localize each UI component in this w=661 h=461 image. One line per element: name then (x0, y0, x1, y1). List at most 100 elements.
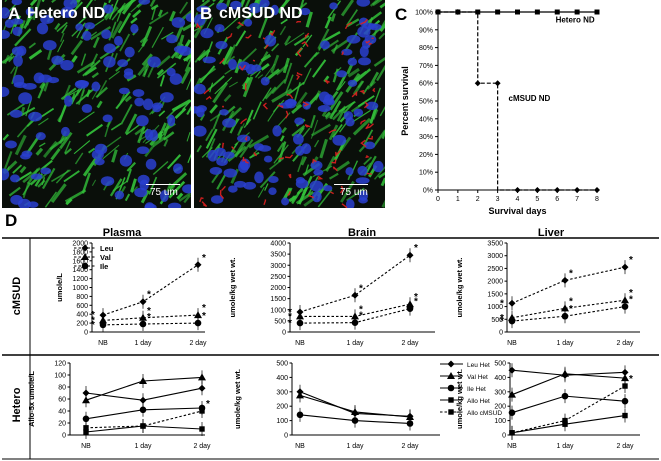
red-process (360, 119, 366, 125)
red-process (366, 123, 374, 129)
panel-b-letter: B (200, 4, 213, 23)
green-fiber (90, 26, 112, 41)
y-tick-label: 0 (502, 433, 506, 440)
y-tick-label: 1800 (72, 249, 88, 256)
green-fiber (56, 21, 68, 33)
red-process (264, 44, 269, 50)
green-fiber (216, 174, 226, 190)
square-marker (448, 409, 454, 415)
y-tick-label: 0 (284, 433, 288, 440)
green-fiber (264, 183, 269, 191)
nucleus (40, 167, 52, 175)
green-fiber (158, 110, 166, 117)
nucleus (345, 117, 355, 127)
green-fiber (157, 122, 167, 139)
series-label-hetero: Hetero ND (556, 16, 595, 25)
green-fiber (293, 82, 301, 104)
nucleus (243, 181, 257, 190)
nucleus (341, 48, 353, 56)
green-fiber (352, 117, 372, 136)
red-process (245, 34, 252, 39)
hetero-point (554, 9, 560, 15)
nucleus (243, 18, 253, 27)
green-fiber (161, 31, 174, 40)
green-fiber (59, 131, 73, 150)
green-fiber (223, 94, 232, 102)
green-fiber (380, 177, 385, 187)
green-fiber (174, 107, 187, 120)
nucleus (102, 114, 113, 123)
significance-star: * (569, 268, 573, 279)
nucleus (61, 126, 70, 137)
y-tick-label: 400 (494, 375, 506, 382)
green-fiber (35, 147, 44, 156)
cmsud-point (534, 187, 541, 193)
legend-label: Leu Het (467, 362, 490, 369)
red-process (253, 152, 258, 157)
nucleus (103, 43, 116, 54)
nucleus (38, 74, 53, 83)
nucleus (264, 34, 277, 47)
nucleus (177, 45, 191, 56)
green-fiber (183, 54, 191, 62)
green-fiber (303, 51, 319, 68)
x-tick-label: 1 day (346, 340, 364, 347)
y-tick-label: 2000 (72, 241, 88, 248)
significance-star: * (359, 283, 363, 294)
fiber-layer (194, 0, 385, 208)
nucleus (310, 160, 323, 170)
green-fiber (81, 89, 85, 97)
green-fiber (151, 26, 164, 48)
chart-d-cmsud-liver: 0 500 1000 1500 2000 2500 3000 3500 NB 1 day 2 day… (455, 241, 640, 347)
red-process (263, 199, 267, 206)
green-fiber (186, 105, 191, 116)
green-fiber (120, 104, 133, 125)
nucleus (357, 25, 371, 38)
significance-star: * (202, 253, 206, 264)
nucleus (36, 22, 49, 35)
green-fiber (44, 191, 58, 208)
nucleus (18, 92, 33, 105)
green-fiber (297, 156, 305, 173)
red-process (341, 203, 348, 208)
significance-star: * (288, 318, 292, 329)
green-fiber (124, 113, 138, 135)
green-fiber (179, 1, 189, 14)
y-tick-label: 10% (419, 170, 433, 177)
nucleus (124, 46, 135, 58)
nucleus (5, 140, 17, 149)
red-process (285, 154, 294, 159)
panel-b-title: cMSUD ND (219, 5, 303, 22)
green-fiber (75, 87, 95, 105)
nucleus (254, 171, 264, 184)
nucleus (9, 109, 23, 118)
green-fiber (108, 0, 112, 4)
hetero-point (594, 9, 600, 15)
nucleus (258, 145, 272, 152)
green-fiber (239, 138, 254, 159)
red-process (328, 129, 337, 134)
green-fiber (130, 178, 137, 193)
nucleus (28, 111, 43, 122)
x-axis-label: Survival days (488, 206, 546, 216)
nucleus (248, 2, 262, 14)
green-fiber (259, 171, 276, 189)
nucleus (202, 56, 216, 64)
green-fiber (176, 192, 184, 200)
nucleus (238, 161, 249, 173)
nucleus (12, 26, 23, 36)
panel-c-letter: C (395, 5, 407, 24)
triangle-marker (81, 253, 89, 260)
red-process (365, 155, 370, 159)
green-fiber (196, 144, 203, 153)
x-tick-label: 1 day (556, 443, 574, 450)
nucleus (281, 197, 290, 206)
y-tick-label: 200 (276, 404, 288, 411)
y-tick-label: 2500 (270, 274, 286, 281)
chart-d-hetero-plasma: 0 20 40 60 80 100 120 NB 1 day 2 day Allo-5x umole… (27, 361, 211, 451)
red-process (330, 191, 335, 195)
y-tick-label: 80 (58, 385, 66, 392)
green-fiber (295, 91, 308, 108)
green-fiber (90, 53, 99, 68)
nucleus (2, 7, 10, 19)
